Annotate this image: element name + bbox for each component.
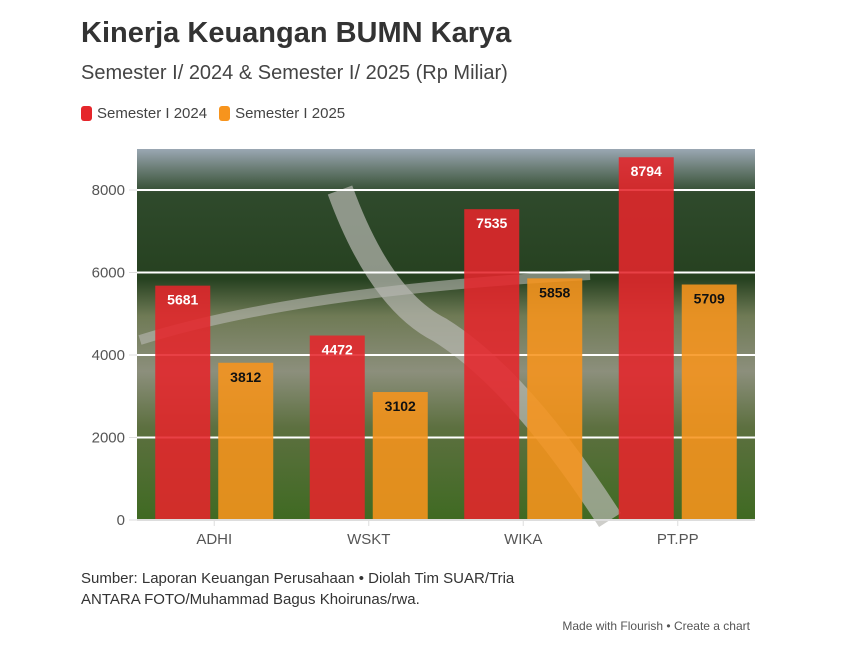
bar-chart: 5681 3812 4472 3102 7535 5858 8794 5709 0 2000 400… (92, 149, 755, 548)
data-label: 3812 (230, 369, 261, 385)
data-label: 5681 (167, 292, 198, 308)
data-label: 5858 (539, 284, 570, 300)
y-tick-label: 8000 (92, 182, 125, 199)
bar-adhi-2024[interactable] (155, 285, 211, 520)
x-tick-label: ADHI (196, 531, 232, 548)
bar-adhi-2025[interactable] (218, 362, 274, 520)
photo-credit: ANTARA FOTO/Muhammad Bagus Khoirunas/rwa… (81, 591, 420, 608)
x-tick-label: PT.PP (657, 531, 699, 548)
y-tick-label: 0 (117, 512, 125, 529)
source-note: Sumber: Laporan Keuangan Perusahaan • Di… (81, 570, 515, 587)
x-tick-label: WIKA (504, 531, 542, 548)
legend-item-2025[interactable]: Semester I 2025 (219, 105, 345, 122)
legend: Semester I 2024 Semester I 2025 (81, 105, 345, 122)
legend-swatch (219, 106, 231, 121)
chart-title: Kinerja Keuangan BUMN Karya (81, 17, 512, 49)
flourish-credit-link[interactable]: Made with Flourish • Create a chart (562, 619, 750, 633)
bar-wika-2024[interactable] (464, 209, 520, 520)
chart-subtitle: Semester I/ 2024 & Semester I/ 2025 (Rp … (81, 62, 508, 84)
footer-notes: Sumber: Laporan Keuangan Perusahaan • Di… (81, 568, 514, 610)
legend-swatch (81, 106, 92, 121)
y-tick-label: 6000 (92, 265, 125, 282)
legend-label: Semester I 2024 (97, 105, 208, 122)
data-label: 5709 (694, 291, 725, 307)
x-tick-label: WSKT (347, 531, 390, 548)
legend-item-2024[interactable]: Semester I 2024 (81, 105, 207, 122)
data-label: 4472 (322, 342, 353, 358)
data-label: 8794 (631, 163, 662, 179)
y-tick-label: 4000 (92, 347, 125, 364)
bar-ptpp-2025[interactable] (681, 284, 737, 520)
data-label: 3102 (385, 398, 416, 414)
legend-label: Semester I 2025 (235, 105, 346, 122)
y-tick-label: 2000 (92, 430, 125, 447)
bar-ptpp-2024[interactable] (618, 157, 674, 520)
bar-wskt-2024[interactable] (309, 335, 365, 520)
data-label: 7535 (476, 215, 507, 231)
bar-wskt-2025[interactable] (372, 392, 428, 520)
bar-wika-2025[interactable] (527, 278, 583, 520)
